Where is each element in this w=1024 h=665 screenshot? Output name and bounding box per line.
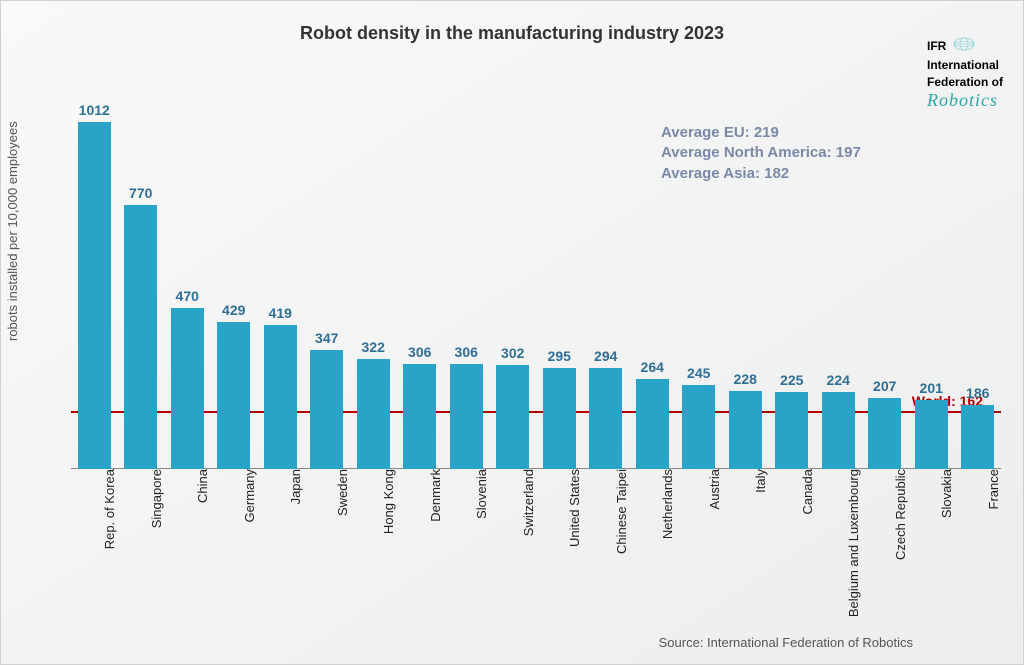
x-tick-label: Canada (792, 469, 815, 515)
x-tick-label: Belgium and Luxembourg (838, 469, 861, 617)
plot-area: World: 162 1012Rep. of Korea770Singapore… (71, 109, 1001, 469)
bar-value-label: 207 (868, 378, 901, 398)
x-tick-label: Singapore (141, 469, 164, 528)
bar: 470China (171, 308, 204, 469)
bar: 228Italy (729, 391, 762, 469)
bar: 347Sweden (310, 350, 343, 469)
bar-value-label: 302 (496, 345, 529, 365)
bar-value-label: 419 (264, 305, 297, 325)
bar: 295United States (543, 368, 576, 469)
bar-value-label: 306 (450, 344, 483, 364)
bar: 224Belgium and Luxembourg (822, 392, 855, 469)
bar: 306Denmark (403, 364, 436, 469)
x-tick-label: Sweden (327, 469, 350, 516)
x-tick-label: Austria (699, 469, 722, 509)
bar: 294Chinese Taipei (589, 368, 622, 469)
logo-line-3: Federation of (927, 75, 1003, 89)
x-tick-label: Slovenia (466, 469, 489, 519)
x-tick-label: Netherlands (652, 469, 675, 539)
x-tick-label: China (187, 469, 210, 503)
bar: 770Singapore (124, 205, 157, 469)
logo-line-4: Robotics (927, 90, 998, 110)
bar-value-label: 245 (682, 365, 715, 385)
logo-line-1: IFR (927, 39, 946, 53)
bar-value-label: 264 (636, 359, 669, 379)
globe-icon (953, 37, 975, 56)
x-tick-label: Switzerland (513, 469, 536, 536)
bar-value-label: 770 (124, 185, 157, 205)
bar-value-label: 225 (775, 372, 808, 392)
bar-value-label: 347 (310, 330, 343, 350)
logo-line-2: International (927, 58, 999, 72)
bar-value-label: 228 (729, 371, 762, 391)
x-tick-label: Slovakia (931, 469, 954, 518)
bar: 419Japan (264, 325, 297, 469)
world-reference-line (71, 411, 1001, 413)
source-attribution: Source: International Federation of Robo… (659, 635, 913, 650)
bar-value-label: 322 (357, 339, 390, 359)
x-tick-label: Hong Kong (373, 469, 396, 534)
bar: 302Switzerland (496, 365, 529, 469)
bar: 264Netherlands (636, 379, 669, 470)
bar-value-label: 429 (217, 302, 250, 322)
bar-value-label: 470 (171, 288, 204, 308)
bar-value-label: 224 (822, 372, 855, 392)
x-tick-label: United States (559, 469, 582, 547)
bar: 201Slovakia (915, 400, 948, 469)
bar: 1012Rep. of Korea (78, 122, 111, 469)
bar: 207Czech Republic (868, 398, 901, 469)
x-axis-baseline (71, 468, 1001, 469)
x-tick-label: France (978, 469, 1001, 509)
bar: 245Austria (682, 385, 715, 469)
x-tick-label: Rep. of Korea (94, 469, 117, 549)
bar-value-label: 201 (915, 380, 948, 400)
bar-value-label: 295 (543, 348, 576, 368)
x-tick-label: Chinese Taipei (606, 469, 629, 554)
y-axis-label: robots installed per 10,000 employees (5, 121, 20, 341)
x-tick-label: Italy (745, 469, 768, 493)
ifr-logo: IFR International Federation of Robotics (927, 37, 1003, 111)
bar: 306Slovenia (450, 364, 483, 469)
bar-value-label: 294 (589, 348, 622, 368)
x-tick-label: Denmark (420, 469, 443, 522)
x-tick-label: Czech Republic (885, 469, 908, 560)
bar-value-label: 306 (403, 344, 436, 364)
bar: 429Germany (217, 322, 250, 469)
chart-title: Robot density in the manufacturing indus… (1, 23, 1023, 44)
bar: 186France (961, 405, 994, 469)
bar: 322Hong Kong (357, 359, 390, 469)
bar: 225Canada (775, 392, 808, 469)
bar-value-label: 1012 (78, 102, 111, 122)
x-tick-label: Germany (234, 469, 257, 522)
x-tick-label: Japan (280, 469, 303, 504)
chart-frame: Robot density in the manufacturing indus… (0, 0, 1024, 665)
bar-value-label: 186 (961, 385, 994, 405)
